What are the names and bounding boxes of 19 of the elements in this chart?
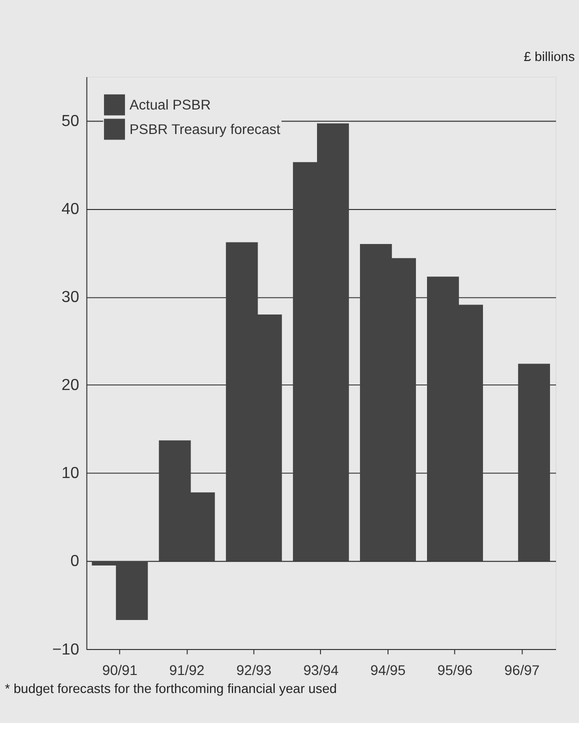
bar <box>518 364 550 562</box>
y-axis-title: £ billions <box>524 49 576 64</box>
y-tick-label: 10 <box>62 465 80 482</box>
x-tick-label: 90/91 <box>102 662 138 678</box>
y-tick-label: 50 <box>62 112 80 130</box>
x-tick-label: 95/96 <box>437 662 473 678</box>
x-tick-label: 94/95 <box>370 662 406 678</box>
text: * budget forecasts for the forthcoming financial year used <box>4 681 337 696</box>
x-tick-label: 93/94 <box>303 662 339 678</box>
x-tick-label: 96/97 <box>504 662 540 678</box>
legend-label: Actual PSBR <box>130 96 211 113</box>
legend-label: PSBR Treasury forecast <box>130 120 280 137</box>
y-tick-label: 30 <box>62 289 80 306</box>
x-tick-label: 92/93 <box>236 662 272 678</box>
y-tick-label: 40 <box>62 200 80 218</box>
y-tick-label: 20 <box>62 377 80 394</box>
y-tick-label: 0 <box>70 553 80 570</box>
y-tick-label: −10 <box>52 641 80 658</box>
x-tick-label: 91/92 <box>169 662 205 678</box>
